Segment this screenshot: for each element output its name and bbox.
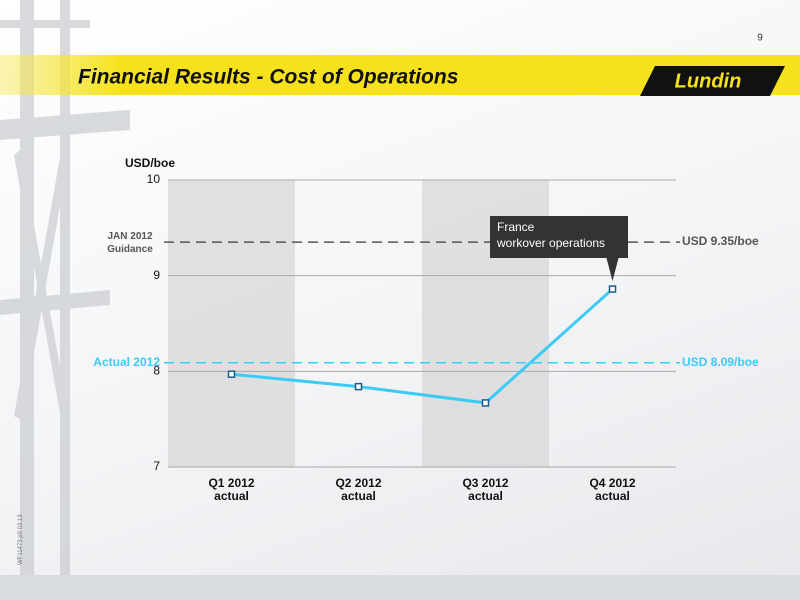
y-axis-label: USD/boe bbox=[125, 156, 175, 170]
y-tick-label: 8 bbox=[153, 364, 160, 378]
data-point bbox=[481, 399, 490, 407]
footer-code: WF11473 p9 03.13 bbox=[18, 514, 24, 565]
reference-label: JAN 2012 Guidance bbox=[107, 231, 153, 256]
y-tick-label: 10 bbox=[147, 172, 161, 186]
reference-value-label: USD 8.09/boe bbox=[682, 354, 759, 369]
x-tick-label: Q2 2012 actual bbox=[335, 476, 382, 503]
x-tick-label: Q3 2012 actual bbox=[462, 476, 509, 503]
data-line bbox=[231, 287, 614, 405]
annotation-box bbox=[490, 216, 628, 258]
annotation-text: workover operations bbox=[496, 236, 605, 250]
annotation-text: France bbox=[497, 220, 535, 234]
x-tick-label: Q4 2012 actual bbox=[589, 476, 636, 503]
column-band bbox=[168, 180, 295, 467]
annotation-pointer bbox=[606, 258, 619, 282]
derrick-silhouette bbox=[0, 0, 130, 600]
data-point bbox=[354, 382, 363, 391]
footer-band bbox=[0, 575, 800, 600]
y-tick-label: 9 bbox=[153, 268, 160, 282]
logo-text: Lundin bbox=[675, 70, 742, 92]
data-point bbox=[608, 285, 617, 293]
x-tick-label: Q1 2012 actual bbox=[208, 476, 255, 503]
page-number: 9 bbox=[757, 33, 763, 44]
y-tick-label: 7 bbox=[153, 459, 160, 473]
slide-title: Financial Results - Cost of Operations bbox=[78, 66, 458, 89]
reference-label: Actual 2012 bbox=[93, 354, 160, 369]
logo-box bbox=[640, 66, 785, 96]
data-point bbox=[227, 370, 236, 378]
reference-value-label: USD 9.35/boe bbox=[682, 234, 759, 249]
